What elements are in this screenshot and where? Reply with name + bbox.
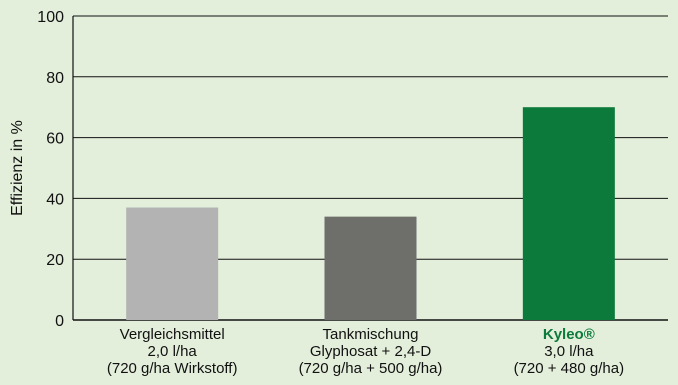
bars — [126, 107, 615, 320]
y-tick-label: 0 — [55, 313, 64, 330]
category-label-line: (720 + 480 g/ha) — [514, 360, 625, 377]
category-label-line: Vergleichsmittel — [120, 326, 225, 343]
y-tick-label: 60 — [46, 131, 64, 148]
category-label-line: (720 g/ha + 500 g/ha) — [299, 360, 443, 377]
y-tick-label: 100 — [37, 9, 64, 26]
category-label-line: Kyleo® — [543, 326, 595, 343]
y-tick-label: 80 — [46, 70, 64, 87]
bar — [126, 207, 219, 320]
bar — [324, 216, 417, 320]
category-label-line: (720 g/ha Wirkstoff) — [107, 360, 238, 377]
y-tick-label: 20 — [46, 252, 64, 269]
y-tick-labels: 0 20 40 60 80 100 — [37, 9, 64, 330]
y-axis-label: Effizienz in % — [9, 120, 26, 216]
category-label-line: Glyphosat + 2,4-D — [310, 343, 431, 360]
category-label-line: 2,0 l/ha — [148, 343, 198, 360]
category-label-line: 3,0 l/ha — [544, 343, 594, 360]
category-label-line: Tankmischung — [323, 326, 419, 343]
bar — [522, 107, 615, 320]
y-tick-label: 40 — [46, 191, 64, 208]
